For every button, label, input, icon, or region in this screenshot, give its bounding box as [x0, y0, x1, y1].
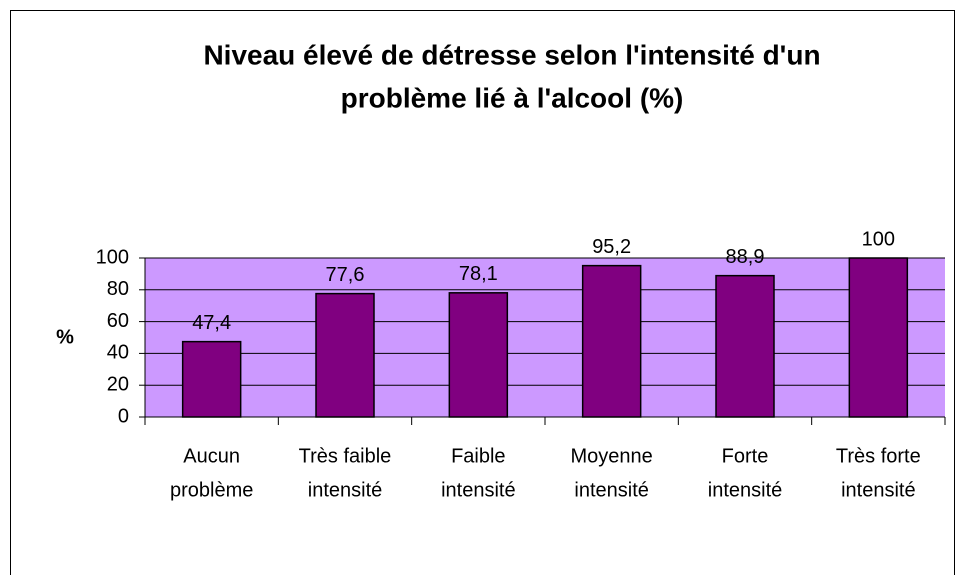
x-tick-label: intensité [708, 479, 783, 501]
x-tick-label: problème [170, 479, 253, 501]
data-label: 47,4 [192, 312, 231, 334]
bar [581, 264, 642, 418]
bar [181, 340, 242, 418]
bar [715, 274, 775, 418]
data-label: 95,2 [592, 236, 631, 258]
chart-title: problème lié à l'alcool (%) [341, 82, 684, 113]
x-tick-label: Très forte [836, 445, 921, 467]
y-tick-label: 40 [107, 342, 129, 364]
x-tick-label: intensité [308, 479, 383, 501]
y-tick-label: 0 [118, 405, 129, 427]
y-tick-label: 60 [107, 310, 129, 332]
y-tick-label: 20 [107, 373, 129, 395]
bar [448, 292, 509, 418]
y-axis-label: % [56, 326, 74, 348]
bar [848, 257, 909, 418]
data-label: 78,1 [459, 263, 498, 285]
x-tick-label: Moyenne [571, 445, 653, 467]
x-tick-label: Forte [722, 445, 769, 467]
x-tick-label: intensité [574, 479, 649, 501]
plot-area [145, 258, 945, 417]
x-tick-label: Très faible [299, 445, 392, 467]
chart-border [10, 10, 955, 575]
data-label: 100 [862, 228, 895, 250]
y-tick-label: 100 [96, 246, 129, 268]
y-tick-label: 80 [107, 278, 129, 300]
chart-title: Niveau élevé de détresse selon l'intensi… [203, 39, 820, 70]
bar [315, 292, 375, 418]
data-label: 88,9 [726, 246, 765, 268]
x-tick-label: intensité [441, 479, 516, 501]
data-label: 77,6 [326, 264, 365, 286]
x-tick-label: Aucun [183, 445, 240, 467]
x-tick-label: intensité [841, 479, 916, 501]
x-tick-label: Faible [451, 445, 505, 467]
